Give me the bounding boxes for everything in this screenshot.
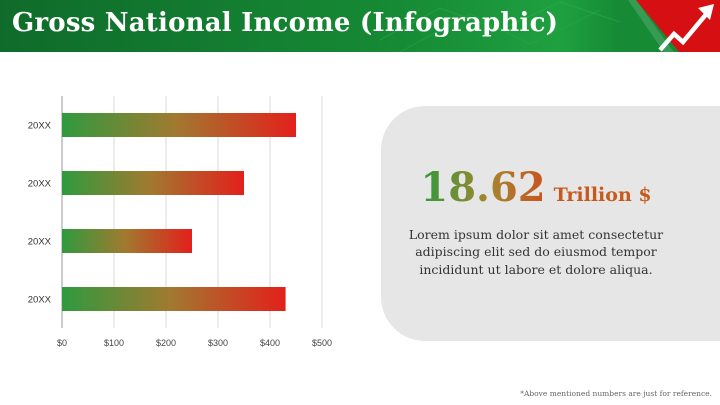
header-banner: Gross National Income (Infographic) [0, 0, 720, 52]
x-tick-label: $0 [57, 338, 67, 348]
y-category-label: 20XX [28, 295, 52, 306]
chart-labels: $0 $100 $200 $300 $400 $500 20XX 20XX 20XX 20XX [28, 121, 332, 349]
bar [62, 287, 286, 311]
bar-chart: $0 $100 $200 $300 $400 $500 20XX 20XX 20XX 20XX [28, 96, 332, 349]
x-tick-label: $500 [312, 338, 332, 348]
bar [62, 229, 192, 253]
x-tick-label: $300 [208, 338, 228, 348]
page-title: Gross National Income (Infographic) [12, 8, 559, 38]
y-category-label: 20XX [28, 179, 52, 190]
info-card: 18.62 Trillion $ Lorem ipsum dolor sit am… [381, 106, 720, 341]
y-category-label: 20XX [28, 237, 52, 248]
x-tick-label: $100 [104, 338, 124, 348]
decorative-lines [380, 1, 621, 52]
figure-value: 18.62 [420, 164, 546, 211]
growth-arrow-icon [628, 0, 720, 52]
bar [62, 113, 296, 137]
footnote: *Above mentioned numbers are just for re… [520, 389, 712, 398]
info-description: Lorem ipsum dolor sit amet consectetur a… [408, 227, 664, 277]
y-category-label: 20XX [28, 121, 52, 132]
x-tick-label: $400 [260, 338, 280, 348]
x-tick-label: $200 [156, 338, 176, 348]
figure-unit: Trillion $ [553, 184, 652, 206]
bar [62, 171, 244, 195]
chart-bars [62, 113, 296, 311]
headline-figure: 18.62 Trillion $ [381, 164, 691, 211]
